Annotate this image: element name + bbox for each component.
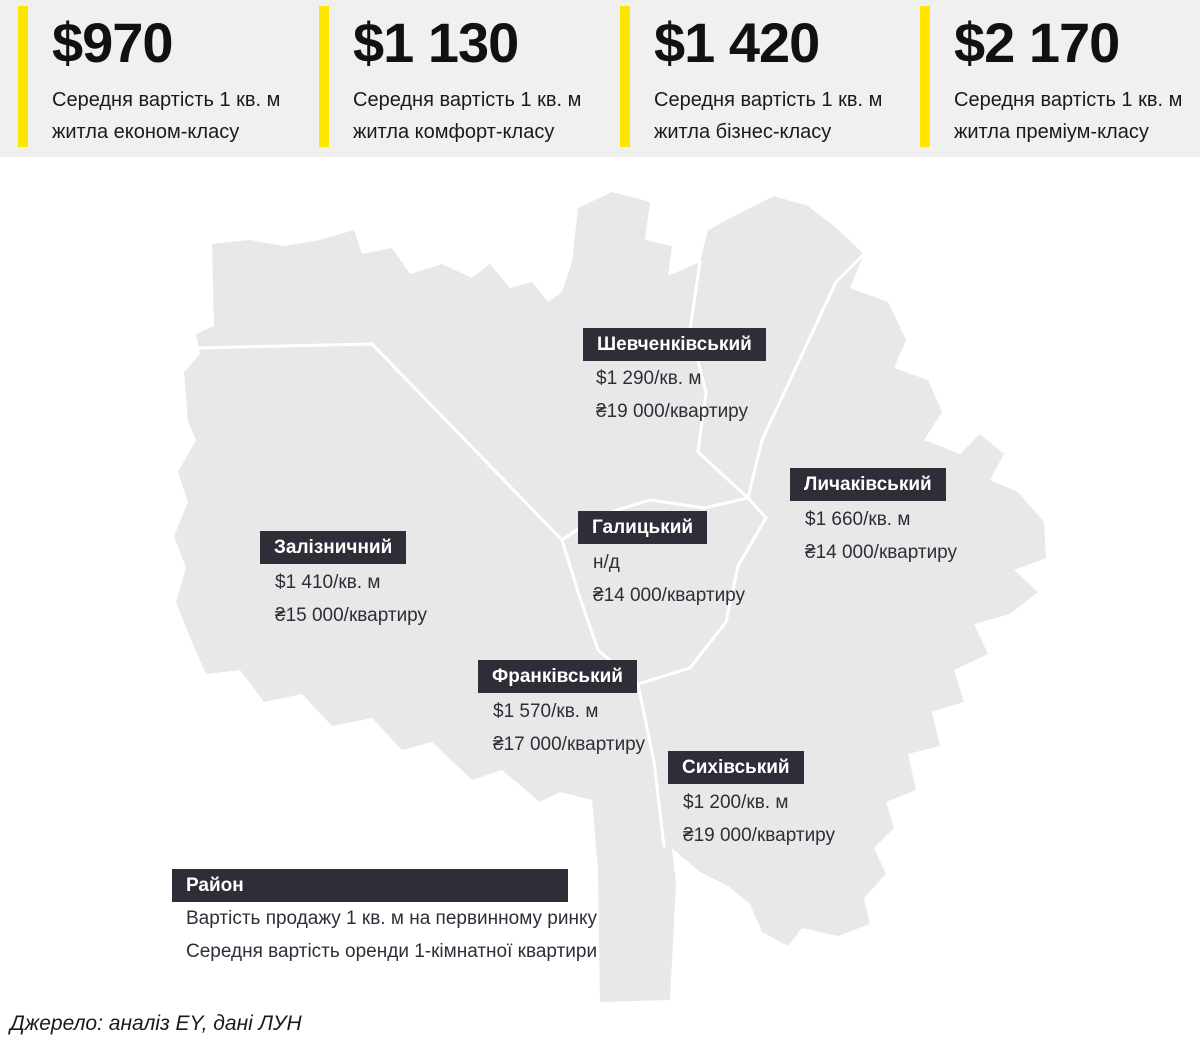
district-rent: ₴14 000/квартиру — [805, 542, 958, 563]
district-badge-halytskyi: Галицький — [578, 511, 708, 544]
district-rent: ₴14 000/квартиру — [593, 585, 746, 606]
district-price: $1 660/кв. м — [805, 509, 911, 530]
district-price: $1 200/кв. м — [683, 792, 789, 813]
accent-bar — [920, 6, 930, 147]
district-rent: ₴19 000/квартиру — [596, 401, 749, 422]
district-rent: ₴19 000/квартиру — [683, 825, 836, 846]
stat-value: $970 — [52, 11, 174, 74]
map-silhouette — [174, 192, 1046, 1002]
accent-bar — [319, 6, 329, 147]
district-rent: ₴17 000/квартиру — [493, 734, 646, 755]
district-badge-zaliznychnyi: Залізничний — [260, 531, 407, 564]
district-badge-shevchenkivskyi: Шевченківський — [583, 328, 766, 361]
stat-card-comfort: $1 130 Середня вартість 1 кв. м житла ко… — [319, 0, 614, 157]
accent-bar — [18, 6, 28, 147]
stat-card-econom: $970 Середня вартість 1 кв. м житла екон… — [18, 0, 313, 157]
legend-line-rent: Середня вартість оренди 1-кімнатної квар… — [186, 941, 598, 962]
district-price: $1 570/кв. м — [493, 701, 599, 722]
legend-line-sale: Вартість продажу 1 кв. м на первинному р… — [186, 908, 597, 929]
stat-label: Середня вартість 1 кв. м житла преміум-к… — [954, 89, 1183, 143]
source-note: Джерело: аналіз EY, дані ЛУН — [10, 1012, 302, 1035]
stat-value: $1 130 — [353, 11, 519, 74]
district-price: $1 410/кв. м — [275, 572, 381, 593]
district-badge-sykhivskyi: Сихівський — [668, 751, 804, 784]
district-price: $1 290/кв. м — [596, 368, 702, 389]
accent-bar — [620, 6, 630, 147]
stat-label: Середня вартість 1 кв. м житла бізнес-кл… — [654, 89, 883, 143]
stat-card-business: $1 420 Середня вартість 1 кв. м житла бі… — [620, 0, 915, 157]
district-badge-frankivskyi: Франківський — [478, 660, 637, 693]
stat-value: $2 170 — [954, 11, 1120, 74]
district-price: н/д — [593, 552, 620, 573]
stats-banner: $970 Середня вартість 1 кв. м житла екон… — [0, 0, 1200, 157]
stat-label: Середня вартість 1 кв. м житла економ-кл… — [52, 89, 281, 143]
district-badge-lychakivskyi: Личаківський — [790, 468, 946, 501]
legend-title-badge: Район — [172, 869, 568, 902]
stat-label: Середня вартість 1 кв. м житла комфорт-к… — [353, 89, 582, 143]
district-borders — [194, 252, 866, 848]
stat-card-premium: $2 170 Середня вартість 1 кв. м житла пр… — [920, 0, 1200, 157]
district-rent: ₴15 000/квартиру — [275, 605, 428, 626]
stat-value: $1 420 — [654, 11, 820, 74]
